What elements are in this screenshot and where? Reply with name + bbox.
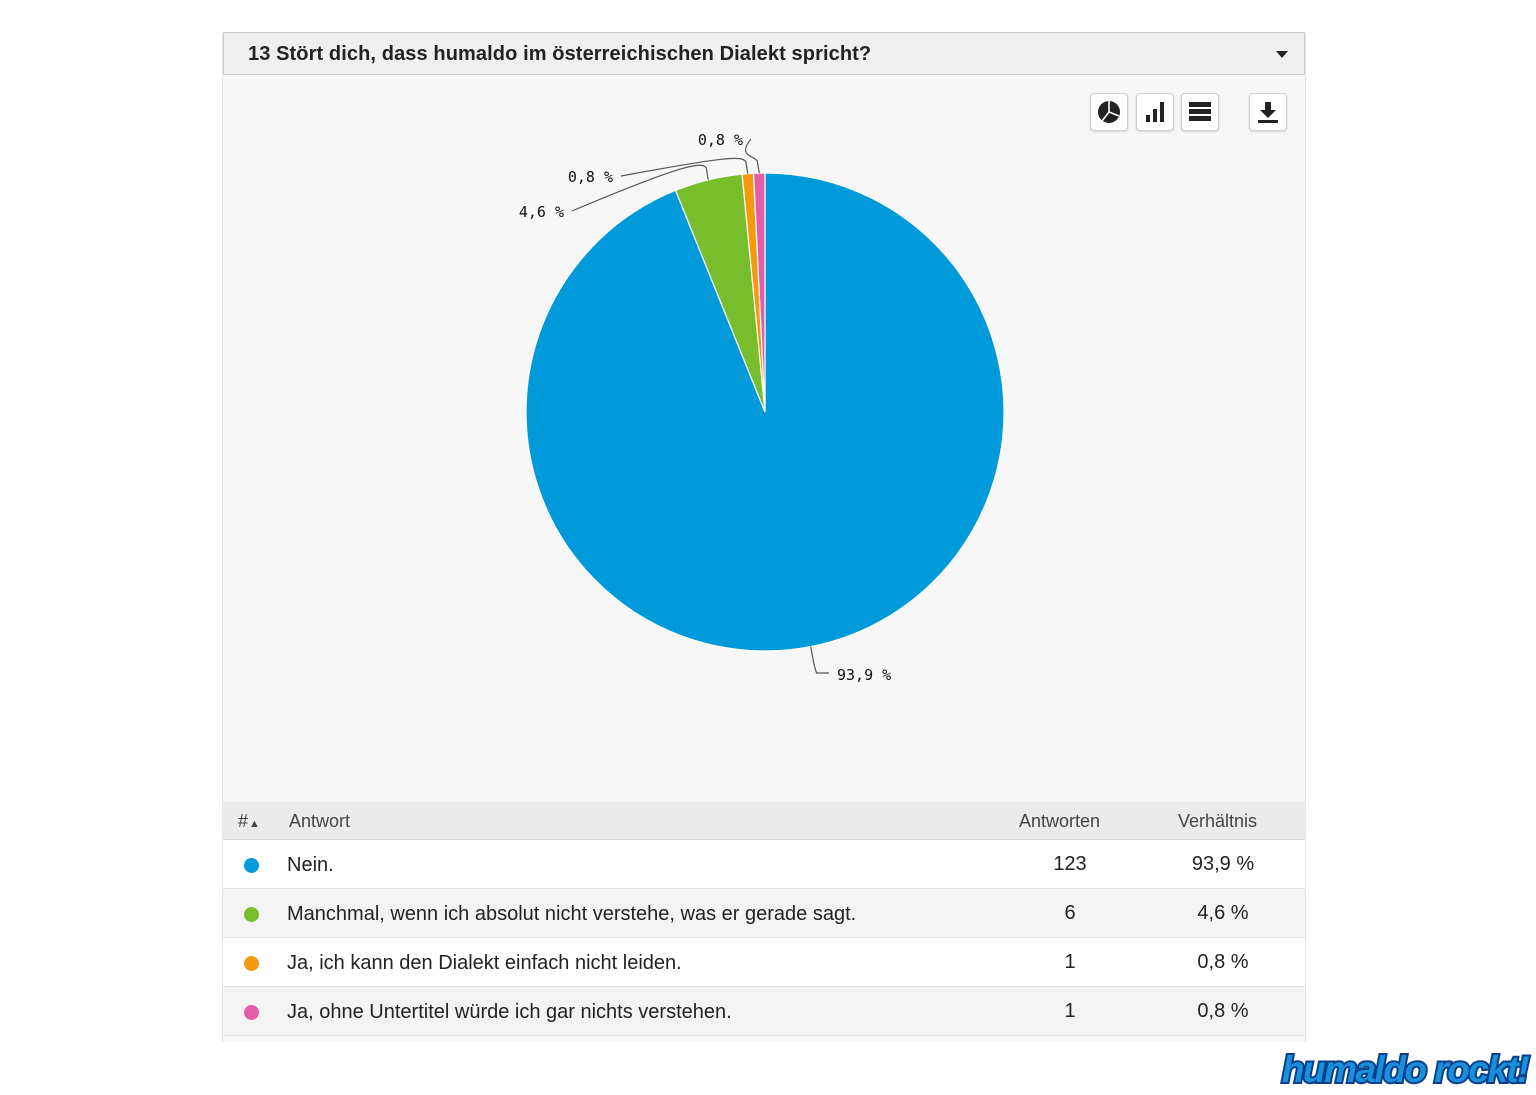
- answer-label: Manchmal, wenn ich absolut nicht versteh…: [287, 903, 857, 925]
- results-table: #▲ Antwort Antworten Verhältnis Nein. 123…: [223, 802, 1305, 1036]
- download-button[interactable]: [1249, 93, 1287, 131]
- watermark-logo: humaldo rockt!: [1280, 1047, 1532, 1092]
- pie-chart-button[interactable]: [1090, 93, 1128, 131]
- pie-chart: 93,9 %4,6 %0,8 %0,8 %: [519, 131, 1005, 684]
- question-header[interactable]: 13 Stört dich, dass humaldo im österreic…: [223, 32, 1305, 75]
- answer-ratio: 93,9 %: [1191, 853, 1255, 875]
- sort-ascending-icon: ▲: [249, 818, 260, 830]
- bar-chart-icon: [1146, 102, 1164, 122]
- table-row: Manchmal, wenn ich absolut nicht versteh…: [223, 889, 1305, 938]
- caret-down-icon: [1276, 51, 1288, 58]
- table-view-button[interactable]: [1181, 93, 1219, 131]
- legend-dot: [244, 1005, 259, 1020]
- table-body: Nein. 123 93,9 % Manchmal, wenn ich absolut…: [223, 840, 1305, 1036]
- pie-label-connector: [745, 138, 760, 174]
- pie-label-connector: [620, 157, 749, 177]
- answer-ratio: 0,8 %: [1197, 951, 1249, 973]
- pie-data-label: 0,8 %: [698, 131, 743, 149]
- legend-dot: [244, 907, 259, 922]
- pie-slice[interactable]: [525, 172, 1005, 652]
- legend-dot: [244, 858, 259, 873]
- download-icon: [1258, 102, 1278, 123]
- table-header: #▲ Antwort Antworten Verhältnis: [223, 802, 1305, 840]
- table-row: Ja, ohne Untertitel würde ich gar nichts…: [223, 987, 1305, 1036]
- pie-data-label: 4,6 %: [519, 203, 564, 221]
- pie-label-connector: [571, 164, 709, 212]
- answer-count: 6: [1064, 902, 1076, 924]
- answer-count: 123: [1053, 853, 1087, 875]
- pie-data-label: 0,8 %: [568, 168, 613, 186]
- table-icon: [1189, 102, 1211, 121]
- legend-dot: [244, 956, 259, 971]
- answer-header[interactable]: Antwort: [289, 811, 351, 831]
- pie-label-connector: [809, 646, 829, 674]
- answer-label: Ja, ohne Untertitel würde ich gar nichts…: [287, 1001, 732, 1023]
- svg-text:humaldo rockt!: humaldo rockt!: [1282, 1049, 1529, 1090]
- num-header-label: #: [238, 811, 249, 831]
- answer-count: 1: [1064, 951, 1076, 973]
- sort-column-header[interactable]: #▲: [238, 811, 260, 832]
- table-row: Ja, ich kann den Dialekt einfach nicht l…: [223, 938, 1305, 987]
- question-panel: 13 Stört dich, dass humaldo im österreic…: [222, 32, 1306, 1042]
- question-title: 13 Stört dich, dass humaldo im österreic…: [248, 43, 872, 65]
- dropdown-toggle[interactable]: [1254, 33, 1304, 74]
- count-header[interactable]: Antworten: [1019, 811, 1101, 831]
- table-row: Nein. 123 93,9 %: [223, 840, 1305, 889]
- pie-chart-icon: [1098, 101, 1120, 123]
- ratio-header[interactable]: Verhältnis: [1178, 811, 1258, 831]
- bar-chart-button[interactable]: [1136, 93, 1174, 131]
- pie-slice[interactable]: [752, 172, 766, 413]
- answer-count: 1: [1064, 1000, 1076, 1022]
- answer-ratio: 4,6 %: [1197, 902, 1249, 924]
- answer-label: Ja, ich kann den Dialekt einfach nicht l…: [287, 952, 682, 974]
- answer-label: Nein.: [287, 854, 334, 876]
- pie-data-label: 93,9 %: [837, 666, 891, 684]
- answer-ratio: 0,8 %: [1197, 1000, 1249, 1022]
